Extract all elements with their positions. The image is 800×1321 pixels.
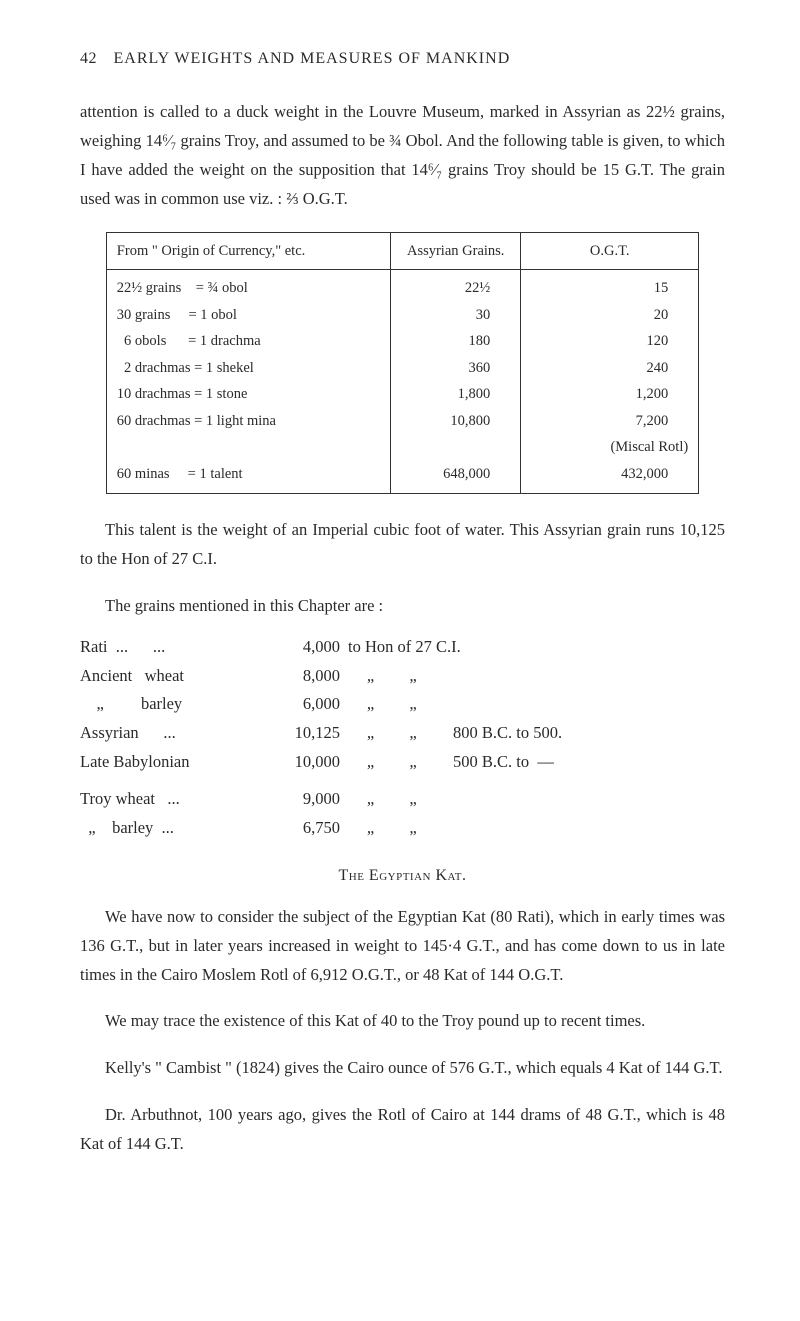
cell-ogt: 1,200 <box>521 381 698 407</box>
cell-from: 60 minas = 1 talent <box>107 461 391 487</box>
cell-ogt: 20 <box>521 302 698 328</box>
list-unit: to Hon of 27 C.I. <box>348 633 461 662</box>
list-label: Late Babylonian <box>80 748 265 777</box>
list-row-troy-barley: „ barley ... 6,750 „ „ <box>80 814 725 843</box>
cell-grains: 180 <box>391 328 521 354</box>
ditto-mark: „ <box>348 814 393 843</box>
list-value: 8,000 <box>265 662 340 691</box>
paragraph-2: This talent is the weight of an Imperial… <box>80 516 725 574</box>
table-row: 60 drachmas = 1 light mina 10,800 7,200 <box>107 408 698 434</box>
list-row-assyrian: Assyrian ... 10,125 „ „ 800 B.C. to 500. <box>80 719 725 748</box>
list-label: „ barley <box>80 690 265 719</box>
list-value: 6,000 <box>265 690 340 719</box>
paragraph-1: attention is called to a duck weight in … <box>80 98 725 214</box>
cell-grains: 10,800 <box>391 408 521 434</box>
cell-from: 2 drachmas = 1 shekel <box>107 355 391 381</box>
list-label: Rati ... ... <box>80 633 265 662</box>
cell-grains: 360 <box>391 355 521 381</box>
page-header: 42 EARLY WEIGHTS AND MEASURES OF MANKIND <box>80 50 725 68</box>
cell-miscal: (Miscal Rotl) <box>521 434 698 460</box>
cell-from: 30 grains = 1 obol <box>107 302 391 328</box>
list-row-troy-wheat: Troy wheat ... 9,000 „ „ <box>80 785 725 814</box>
cell-from: 10 drachmas = 1 stone <box>107 381 391 407</box>
table-row: 30 grains = 1 obol 30 20 <box>107 302 698 328</box>
ditto-mark: „ <box>393 719 433 748</box>
table-row: 10 drachmas = 1 stone 1,800 1,200 <box>107 381 698 407</box>
list-row-rati: Rati ... ... 4,000 to Hon of 27 C.I. <box>80 633 725 662</box>
cell-grains: 22½ <box>391 275 521 301</box>
header-from: From " Origin of Currency," etc. <box>107 233 391 270</box>
cell-from: 6 obols = 1 drachma <box>107 328 391 354</box>
page-number: 42 <box>80 50 97 68</box>
cell-ogt: 120 <box>521 328 698 354</box>
table-header-row: From " Origin of Currency," etc. Assyria… <box>107 233 698 270</box>
ditto-mark: „ <box>348 662 393 691</box>
list-label: Assyrian ... <box>80 719 265 748</box>
paragraph-3: The grains mentioned in this Chapter are… <box>80 592 725 621</box>
grain-list: Rati ... ... 4,000 to Hon of 27 C.I. Anc… <box>80 633 725 843</box>
list-row-late-babylonian: Late Babylonian 10,000 „ „ 500 B.C. to — <box>80 748 725 777</box>
cell-ogt: 432,000 <box>521 461 698 487</box>
table-row: 2 drachmas = 1 shekel 360 240 <box>107 355 698 381</box>
cell-ogt: 240 <box>521 355 698 381</box>
ditto-mark: „ <box>393 690 433 719</box>
ditto-mark: „ <box>348 690 393 719</box>
ditto-mark: „ <box>348 719 393 748</box>
list-note: 800 B.C. to 500. <box>453 719 562 748</box>
table-row: 60 minas = 1 talent 648,000 432,000 <box>107 461 698 487</box>
cell-grains: 648,000 <box>391 461 521 487</box>
header-title: EARLY WEIGHTS AND MEASURES OF MANKIND <box>114 50 511 68</box>
weights-table-container: From " Origin of Currency," etc. Assyria… <box>106 232 699 495</box>
cell-from: 60 drachmas = 1 light mina <box>107 408 391 434</box>
list-note: 500 B.C. to — <box>453 748 554 777</box>
ditto-mark: „ <box>393 662 433 691</box>
ditto-mark: „ <box>393 748 433 777</box>
list-value: 4,000 <box>265 633 340 662</box>
cell-grains: 1,800 <box>391 381 521 407</box>
ditto-mark: „ <box>393 785 433 814</box>
section-heading: The Egyptian Kat. <box>80 867 725 885</box>
list-value: 10,125 <box>265 719 340 748</box>
ditto-mark: „ <box>393 814 433 843</box>
paragraph-4: We have now to consider the subject of t… <box>80 903 725 990</box>
header-grains: Assyrian Grains. <box>391 233 521 270</box>
ditto-mark: „ <box>348 785 393 814</box>
list-label: Troy wheat ... <box>80 785 265 814</box>
weights-table: From " Origin of Currency," etc. Assyria… <box>107 233 698 494</box>
list-value: 6,750 <box>265 814 340 843</box>
cell-from: 22½ grains = ¾ obol <box>107 275 391 301</box>
list-value: 10,000 <box>265 748 340 777</box>
list-row-ancient-wheat: Ancient wheat 8,000 „ „ <box>80 662 725 691</box>
list-row-ancient-barley: „ barley 6,000 „ „ <box>80 690 725 719</box>
header-ogt: O.G.T. <box>521 233 698 270</box>
list-value: 9,000 <box>265 785 340 814</box>
paragraph-6: Kelly's " Cambist " (1824) gives the Cai… <box>80 1054 725 1083</box>
table-row: 6 obols = 1 drachma 180 120 <box>107 328 698 354</box>
list-label: Ancient wheat <box>80 662 265 691</box>
paragraph-5: We may trace the existence of this Kat o… <box>80 1007 725 1036</box>
cell-ogt: 7,200 <box>521 408 698 434</box>
paragraph-7: Dr. Arbuthnot, 100 years ago, gives the … <box>80 1101 725 1159</box>
cell-ogt: 15 <box>521 275 698 301</box>
ditto-mark: „ <box>348 748 393 777</box>
cell-grains: 30 <box>391 302 521 328</box>
table-row: 22½ grains = ¾ obol 22½ 15 <box>107 275 698 301</box>
list-label: „ barley ... <box>80 814 265 843</box>
table-row-miscal: (Miscal Rotl) <box>107 434 698 460</box>
